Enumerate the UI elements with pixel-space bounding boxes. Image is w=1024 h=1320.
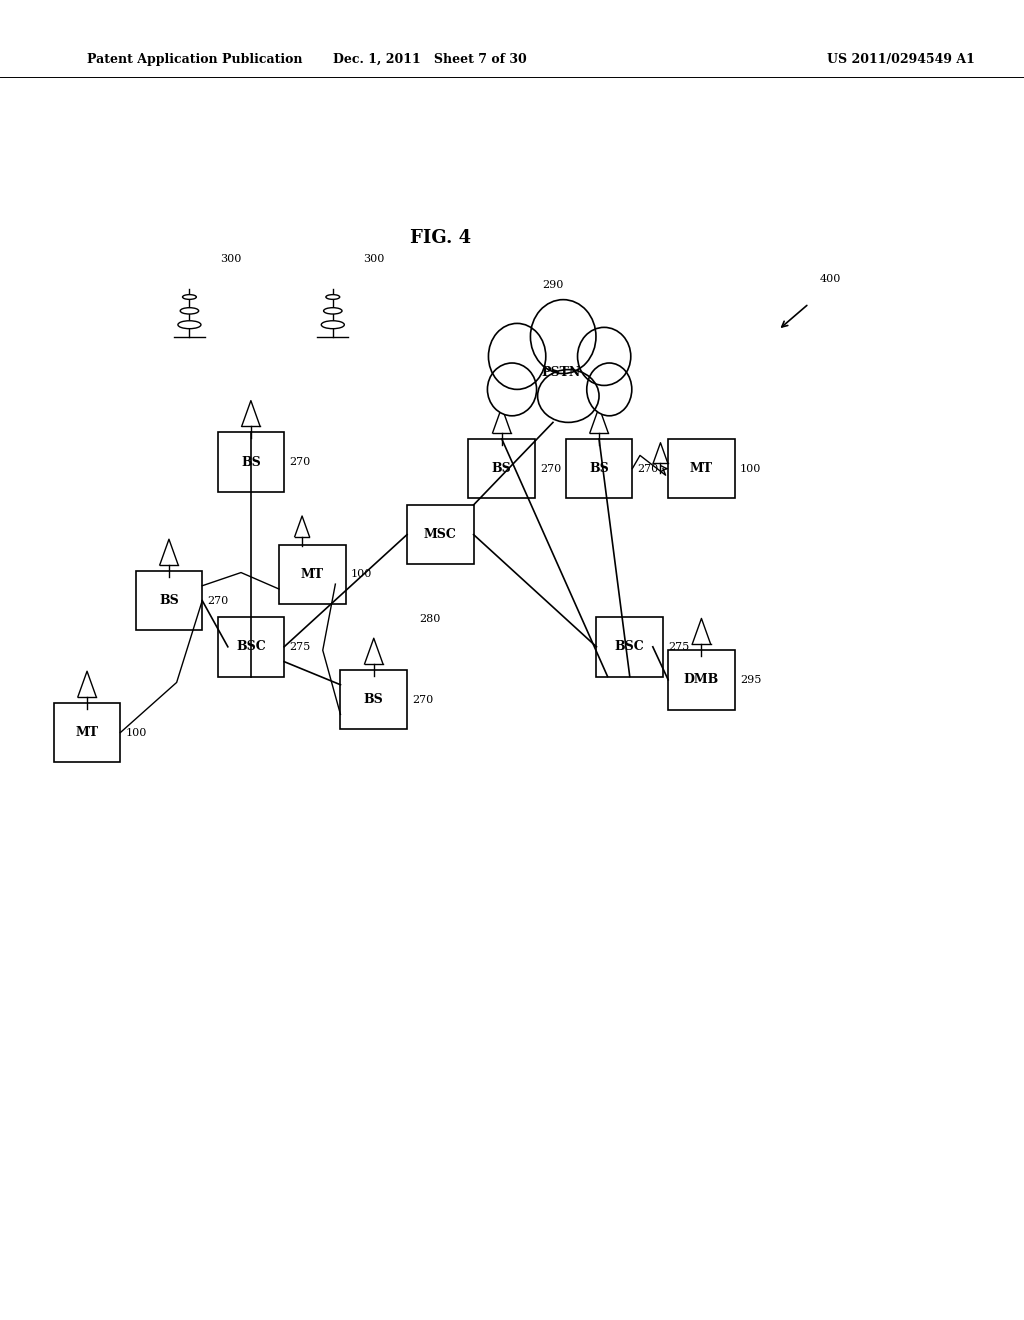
FancyBboxPatch shape	[340, 671, 408, 729]
Ellipse shape	[538, 370, 599, 422]
Text: BSC: BSC	[614, 640, 645, 653]
Ellipse shape	[322, 321, 344, 329]
Ellipse shape	[488, 323, 546, 389]
Text: 270: 270	[541, 463, 561, 474]
Text: 100: 100	[126, 727, 146, 738]
Ellipse shape	[324, 308, 342, 314]
FancyBboxPatch shape	[669, 438, 735, 498]
Text: 270: 270	[207, 595, 228, 606]
Text: 270: 270	[289, 457, 310, 467]
Text: US 2011/0294549 A1: US 2011/0294549 A1	[827, 53, 975, 66]
Text: 290: 290	[543, 280, 563, 290]
Ellipse shape	[587, 363, 632, 416]
FancyBboxPatch shape	[217, 432, 284, 491]
FancyBboxPatch shape	[669, 651, 735, 710]
FancyBboxPatch shape	[469, 438, 535, 498]
FancyBboxPatch shape	[54, 704, 121, 763]
Ellipse shape	[182, 294, 197, 300]
Text: PSTN: PSTN	[542, 366, 581, 379]
Ellipse shape	[178, 321, 201, 329]
FancyBboxPatch shape	[596, 618, 664, 676]
Text: BS: BS	[364, 693, 384, 706]
Ellipse shape	[487, 363, 537, 416]
Text: MSC: MSC	[424, 528, 457, 541]
Ellipse shape	[578, 327, 631, 385]
Ellipse shape	[326, 294, 340, 300]
Text: 300: 300	[364, 253, 385, 264]
Text: Dec. 1, 2011   Sheet 7 of 30: Dec. 1, 2011 Sheet 7 of 30	[333, 53, 527, 66]
Text: 275: 275	[668, 642, 689, 652]
FancyBboxPatch shape	[565, 438, 632, 498]
Text: MT: MT	[690, 462, 713, 475]
Text: 100: 100	[350, 569, 372, 579]
Text: FIG. 4: FIG. 4	[410, 228, 471, 247]
FancyBboxPatch shape	[135, 570, 203, 630]
FancyBboxPatch shape	[279, 544, 345, 605]
FancyBboxPatch shape	[407, 504, 473, 565]
Text: 280: 280	[420, 614, 440, 624]
Text: BSC: BSC	[236, 640, 266, 653]
Text: 300: 300	[220, 253, 242, 264]
Text: 275: 275	[289, 642, 310, 652]
Text: MT: MT	[76, 726, 98, 739]
Text: 295: 295	[739, 675, 761, 685]
FancyBboxPatch shape	[217, 618, 284, 676]
Text: DMB: DMB	[684, 673, 719, 686]
Text: 270: 270	[412, 694, 433, 705]
Text: 270: 270	[637, 463, 658, 474]
Text: 100: 100	[739, 463, 761, 474]
Text: BS: BS	[241, 455, 261, 469]
Text: 400: 400	[819, 273, 841, 284]
Text: BS: BS	[589, 462, 609, 475]
Text: BS: BS	[492, 462, 512, 475]
Text: MT: MT	[301, 568, 324, 581]
Text: Patent Application Publication: Patent Application Publication	[87, 53, 302, 66]
Ellipse shape	[180, 308, 199, 314]
Text: BS: BS	[159, 594, 179, 607]
Ellipse shape	[530, 300, 596, 374]
